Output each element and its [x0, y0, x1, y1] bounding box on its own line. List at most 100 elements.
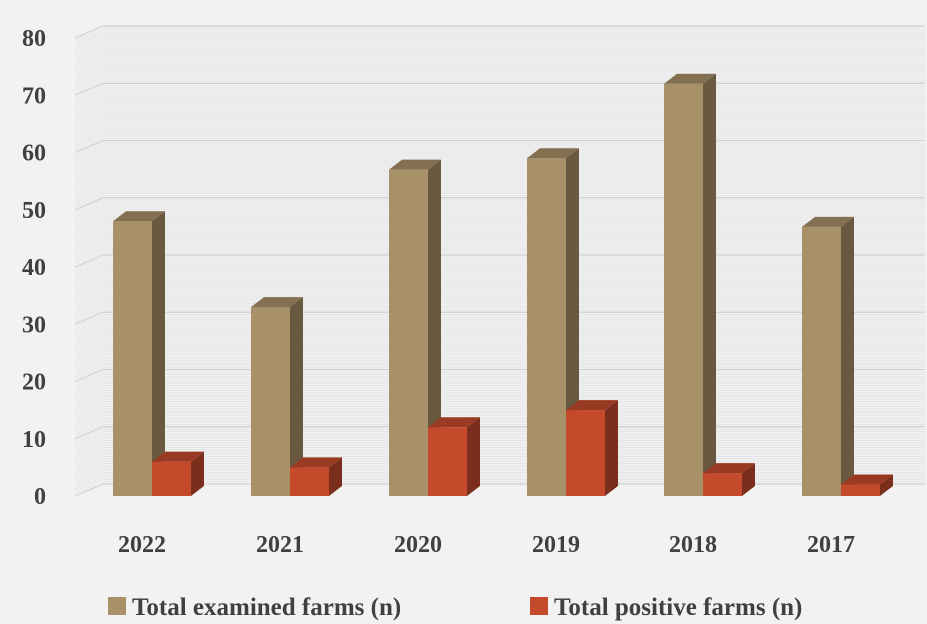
- grid-hatch-diagonal: [74, 320, 104, 334]
- bar: [389, 169, 428, 497]
- grid-hatch-diagonal: [74, 103, 104, 117]
- grid-hatch-diagonal: [74, 169, 104, 183]
- grid-hatch-diagonal: [74, 476, 104, 490]
- grid-hatch-diagonal: [74, 149, 104, 163]
- grid-hatch-diagonal: [74, 158, 104, 172]
- bar-top: [527, 148, 579, 159]
- grid-hatch-diagonal: [74, 32, 104, 46]
- grid-hatch-diagonal: [74, 135, 104, 149]
- grid-hatch-diagonal: [74, 295, 104, 309]
- grid-hatch-diagonal: [74, 440, 104, 453]
- bar-top: [389, 159, 441, 170]
- grid-hatch-diagonal: [74, 378, 104, 392]
- grid-hatch-diagonal: [74, 183, 104, 197]
- grid-hatch-diagonal: [74, 284, 104, 298]
- grid-hatch-diagonal: [74, 371, 104, 385]
- grid-hatch-diagonal: [74, 146, 104, 160]
- grid-hatch-diagonal: [74, 133, 104, 147]
- grid-hatch-diagonal: [74, 261, 104, 275]
- grid-hatch-diagonal: [74, 69, 104, 82]
- grid-hatch-diagonal: [74, 165, 104, 179]
- grid-hatch-diagonal: [74, 85, 104, 98]
- grid-hatch-diagonal: [74, 101, 104, 115]
- bar-top: [841, 474, 893, 485]
- gridlines: [74, 25, 925, 497]
- grid-hatch-diagonal: [74, 252, 104, 266]
- bars: [113, 73, 893, 497]
- grid-hatch-diagonal: [74, 265, 104, 279]
- y-tick-label: 80: [22, 26, 46, 52]
- grid-hatch-diagonal: [74, 293, 104, 307]
- bar-top: [664, 73, 716, 84]
- grid-hatch-diagonal: [74, 391, 104, 405]
- legend-swatch: [108, 597, 126, 615]
- grid-hatch-diagonal: [74, 59, 104, 73]
- bar-side: [329, 457, 342, 496]
- grid-hatch-diagonal: [74, 437, 104, 451]
- grid-hatch-diagonal: [74, 57, 104, 71]
- bar-side: [605, 400, 618, 496]
- grid-hatch-diagonal: [74, 387, 104, 401]
- grid-hatch-diagonal: [74, 30, 104, 44]
- bar: [152, 461, 191, 496]
- x-tick-label: 2022: [118, 532, 166, 558]
- legend-label: Total examined farms (n): [132, 594, 401, 621]
- grid-hatch-diagonal: [74, 78, 104, 92]
- grid-hatch-diagonal: [74, 323, 104, 337]
- grid-hatch-diagonal: [74, 167, 104, 181]
- grid-hatch-diagonal: [74, 126, 104, 140]
- y-tick-label: 30: [22, 312, 46, 338]
- grid-hatch-diagonal: [74, 401, 104, 415]
- bar: [566, 410, 605, 496]
- grid-hatch-diagonal: [74, 275, 104, 289]
- grid-hatch-diagonal: [74, 460, 104, 474]
- grid-hatch-diagonal: [74, 236, 104, 250]
- grid-hatch-diagonal: [74, 195, 104, 208]
- gridline-diagonal: [74, 483, 104, 497]
- grid-hatch-diagonal: [74, 343, 104, 357]
- gridline-diagonal: [74, 311, 104, 325]
- bar-side: [742, 463, 755, 496]
- bar: [428, 427, 467, 496]
- bar: [113, 221, 152, 496]
- x-tick-label: 2021: [256, 532, 304, 558]
- grid-hatch-diagonal: [74, 34, 104, 48]
- grid-hatch-diagonal: [74, 119, 104, 133]
- grid-hatch-diagonal: [74, 41, 104, 55]
- bar: [251, 307, 290, 496]
- grid-hatch-diagonal: [74, 314, 104, 327]
- bar: [290, 467, 329, 496]
- grid-hatch-diagonal: [74, 288, 104, 302]
- bar-side: [703, 73, 716, 497]
- grid-hatch-diagonal: [74, 117, 104, 131]
- grid-hatch-diagonal: [74, 48, 104, 62]
- grid-hatch-diagonal: [74, 364, 104, 378]
- grid-hatch-diagonal: [74, 277, 104, 291]
- grid-hatch-diagonal: [74, 373, 104, 387]
- grid-hatch-diagonal: [74, 213, 104, 227]
- bar-side: [428, 159, 441, 497]
- grid-hatch-diagonal: [74, 80, 104, 94]
- grid-hatch-diagonal: [74, 382, 104, 396]
- bar-top: [290, 457, 342, 468]
- gridline-diagonal: [74, 82, 104, 96]
- grid-hatch-diagonal: [74, 433, 104, 447]
- grid-hatch-diagonal: [74, 211, 104, 224]
- grid-hatch-diagonal: [74, 444, 104, 458]
- grid-hatch-diagonal: [74, 206, 104, 220]
- bar-top: [566, 400, 618, 411]
- grid-hatch-diagonal: [74, 279, 104, 293]
- grid-hatch-diagonal: [74, 243, 104, 257]
- grid-hatch-diagonal: [74, 71, 104, 85]
- bar: [527, 158, 566, 496]
- gridline-diagonal: [74, 139, 104, 154]
- grid-hatch-diagonal: [74, 199, 104, 213]
- bar: [703, 473, 742, 496]
- grid-hatch-diagonal: [74, 467, 104, 481]
- grid-hatch-diagonal: [74, 156, 104, 169]
- grid-hatch-diagonal: [74, 245, 104, 259]
- grid-hatch-diagonal: [74, 240, 104, 254]
- grid-hatch-diagonal: [74, 98, 104, 112]
- bar-top: [703, 463, 755, 474]
